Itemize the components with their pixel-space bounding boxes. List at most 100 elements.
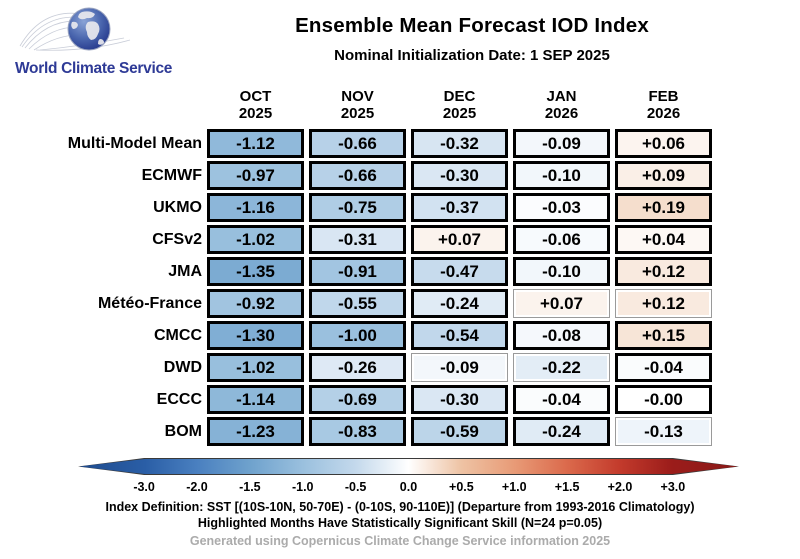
value-cell: -1.02 bbox=[207, 353, 304, 382]
table-row: JMA -1.35 -0.91 -0.47 -0.10 +0.12 bbox=[0, 256, 800, 288]
value-cell: -0.24 bbox=[411, 289, 508, 318]
colorbar-tick-label: -3.0 bbox=[133, 480, 155, 494]
value-cell: -0.22 bbox=[513, 353, 610, 382]
value-cell: -0.03 bbox=[513, 193, 610, 222]
value-cell: -0.32 bbox=[411, 129, 508, 158]
value-cell: -0.75 bbox=[309, 193, 406, 222]
value-cell: +0.19 bbox=[615, 193, 712, 222]
value-cell: -0.26 bbox=[309, 353, 406, 382]
value-cell: -0.08 bbox=[513, 321, 610, 350]
column-header-jan: JAN 2026 bbox=[544, 88, 579, 123]
row-label: DWD bbox=[163, 358, 202, 376]
column-header-dec: DEC 2025 bbox=[442, 88, 477, 123]
value-cell: -0.92 bbox=[207, 289, 304, 318]
page-title: Ensemble Mean Forecast IOD Index bbox=[295, 14, 649, 37]
colorbar-gradient bbox=[79, 459, 738, 474]
value-cell: +0.12 bbox=[615, 257, 712, 286]
value-cell: +0.04 bbox=[615, 225, 712, 254]
colorbar-tick-label: +0.5 bbox=[449, 480, 474, 494]
world-climate-service-logo: World Climate Service bbox=[12, 6, 182, 78]
value-cell: +0.12 bbox=[615, 289, 712, 318]
value-cell: -1.02 bbox=[207, 225, 304, 254]
row-label: CMCC bbox=[154, 326, 202, 344]
row-label: ECCC bbox=[156, 390, 202, 408]
logo-text: World Climate Service bbox=[15, 60, 173, 77]
value-cell: -0.59 bbox=[411, 417, 508, 446]
column-header-nov: NOV 2025 bbox=[340, 88, 375, 123]
colorbar-tick-label: +3.0 bbox=[660, 480, 686, 494]
table-row: CFSv2 -1.02 -0.31 +0.07 -0.06 +0.04 bbox=[0, 224, 800, 256]
table-row: CMCC -1.30 -1.00 -0.54 -0.08 +0.15 bbox=[0, 320, 800, 352]
value-cell: -0.66 bbox=[309, 129, 406, 158]
value-cell: -0.97 bbox=[207, 161, 304, 190]
value-cell: -0.55 bbox=[309, 289, 406, 318]
value-cell: -0.54 bbox=[411, 321, 508, 350]
value-cell: -0.06 bbox=[513, 225, 610, 254]
row-label: UKMO bbox=[153, 198, 202, 216]
colorbar-outline bbox=[78, 458, 739, 475]
index-definition-text: Index Definition: SST [(10S-10N, 50-70E)… bbox=[105, 500, 695, 514]
colorbar-tick-label: +2.0 bbox=[607, 480, 633, 494]
value-cell: -0.24 bbox=[513, 417, 610, 446]
value-cell: -1.00 bbox=[309, 321, 406, 350]
table-row: Météo-France -0.92 -0.55 -0.24 +0.07 +0.12 bbox=[0, 288, 800, 320]
heatmap-grid: Multi-Model Mean -1.12 -0.66 -0.32 -0.09 +0.0… bbox=[0, 128, 800, 448]
value-cell: -0.10 bbox=[513, 161, 610, 190]
colorbar-tick-label: -1.0 bbox=[291, 480, 314, 494]
table-row: ECCC -1.14 -0.69 -0.30 -0.04 -0.00 bbox=[0, 384, 800, 416]
value-cell: -1.14 bbox=[207, 385, 304, 414]
colorbar-ticks: -3.0 -2.0 -1.5 -1.0 -0.5 0.0 +0.5 +1.0 +1.5 +2.0 +… bbox=[78, 480, 739, 496]
value-cell: -0.30 bbox=[411, 161, 508, 190]
value-cell: -1.23 bbox=[207, 417, 304, 446]
table-row: DWD -1.02 -0.26 -0.09 -0.22 -0.04 bbox=[0, 352, 800, 384]
value-cell: -0.09 bbox=[513, 129, 610, 158]
value-cell: +0.07 bbox=[411, 225, 508, 254]
colorbar-tick-label: 0.0 bbox=[399, 480, 418, 494]
colorbar-tick-label: +1.0 bbox=[501, 480, 527, 494]
column-header-oct: OCT 2025 bbox=[238, 88, 273, 123]
value-cell: +0.15 bbox=[615, 321, 712, 350]
row-label: BOM bbox=[164, 422, 202, 440]
table-row: UKMO -1.16 -0.75 -0.37 -0.03 +0.19 bbox=[0, 192, 800, 224]
colorbar-tick-label: -1.5 bbox=[239, 480, 261, 494]
row-label: ECMWF bbox=[141, 166, 202, 184]
row-label: JMA bbox=[168, 262, 202, 280]
forecast-table: OCT 2025 NOV 2025 DEC 2025 JAN 2026 FEB 2026 Mult… bbox=[0, 88, 800, 448]
row-label: Météo-France bbox=[97, 294, 202, 312]
row-label: Multi-Model Mean bbox=[67, 134, 202, 152]
value-cell: -0.91 bbox=[309, 257, 406, 286]
value-cell: -1.35 bbox=[207, 257, 304, 286]
value-cell: -0.13 bbox=[615, 417, 712, 446]
value-cell: -0.66 bbox=[309, 161, 406, 190]
value-cell: +0.06 bbox=[615, 129, 712, 158]
value-cell: -0.30 bbox=[411, 385, 508, 414]
value-cell: -0.31 bbox=[309, 225, 406, 254]
value-cell: -1.12 bbox=[207, 129, 304, 158]
column-header-feb: FEB 2026 bbox=[646, 88, 681, 123]
value-cell: -0.10 bbox=[513, 257, 610, 286]
value-cell: +0.07 bbox=[513, 289, 610, 318]
attribution-text: Generated using Copernicus Climate Chang… bbox=[189, 534, 611, 548]
row-label: CFSv2 bbox=[152, 230, 202, 248]
colorbar-tick-label: +1.5 bbox=[554, 480, 580, 494]
colorbar-tick-label: -0.5 bbox=[344, 480, 367, 494]
page-subtitle: Nominal Initialization Date: 1 SEP 2025 bbox=[334, 47, 610, 64]
value-cell: +0.09 bbox=[615, 161, 712, 190]
table-row: BOM -1.23 -0.83 -0.59 -0.24 -0.13 bbox=[0, 416, 800, 448]
value-cell: -1.16 bbox=[207, 193, 304, 222]
table-row: ECMWF -0.97 -0.66 -0.30 -0.10 +0.09 bbox=[0, 160, 800, 192]
significance-note-text: Highlighted Months Have Statistically Si… bbox=[197, 516, 603, 530]
colorbar: -3.0 -2.0 -1.5 -1.0 -0.5 0.0 +0.5 +1.0 +1.5 +2.0 +… bbox=[78, 458, 739, 500]
value-cell: -0.37 bbox=[411, 193, 508, 222]
value-cell: -0.69 bbox=[309, 385, 406, 414]
globe-icon bbox=[19, 7, 131, 51]
value-cell: -0.47 bbox=[411, 257, 508, 286]
colorbar-tick-label: -2.0 bbox=[186, 480, 208, 494]
value-cell: -0.83 bbox=[309, 417, 406, 446]
column-headers: OCT 2025 NOV 2025 DEC 2025 JAN 2026 FEB 2026 bbox=[207, 88, 800, 123]
value-cell: -0.04 bbox=[513, 385, 610, 414]
value-cell: -0.09 bbox=[411, 353, 508, 382]
value-cell: -0.00 bbox=[615, 385, 712, 414]
value-cell: -0.04 bbox=[615, 353, 712, 382]
